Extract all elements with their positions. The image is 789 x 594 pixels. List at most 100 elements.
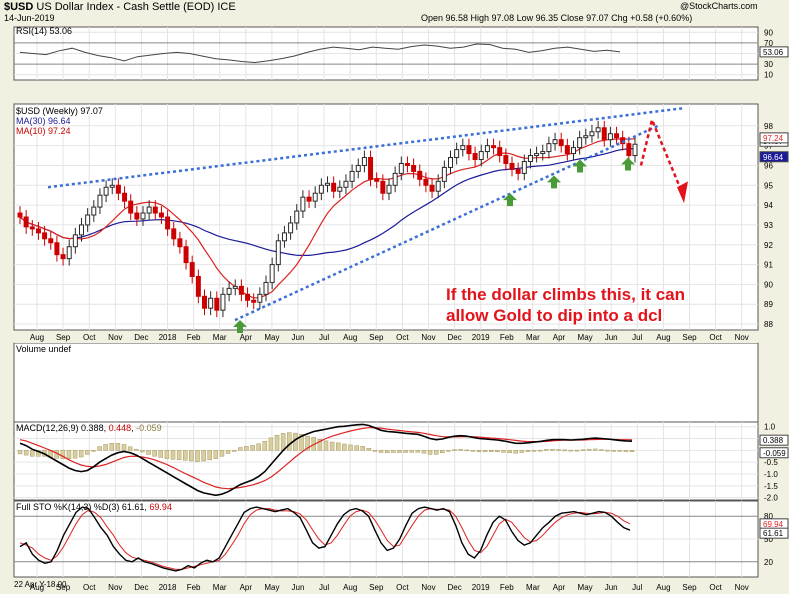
- macd-histogram-bar: [305, 435, 310, 451]
- macd-histogram-bar: [568, 449, 574, 452]
- sto-legend: Full STO %K(14,3) %D(3) 61.61, 69.94: [16, 502, 172, 512]
- ohlc-readout: Open 96.58 High 97.08 Low 96.35 Close 97…: [421, 13, 693, 23]
- candle-body: [546, 143, 552, 153]
- x-tick-label: Jul: [319, 333, 329, 342]
- price-y-tick: 89: [764, 300, 773, 309]
- macd-histogram-bar: [268, 437, 274, 451]
- x-tick-label: Oct: [83, 333, 96, 342]
- macd-histogram-bar: [513, 450, 518, 454]
- macd-histogram-bar: [287, 432, 292, 451]
- candle-body: [423, 178, 429, 186]
- macd-histogram-bar: [421, 450, 427, 454]
- x-tick-label: 2018: [159, 333, 177, 342]
- x-tick-label-bottom: 2019: [472, 583, 490, 592]
- candle-body: [79, 224, 84, 236]
- macd-histogram-bar: [244, 446, 249, 451]
- macd-histogram-bar: [78, 450, 84, 458]
- brand[interactable]: @StockCharts.com: [680, 1, 758, 11]
- macd-histogram-bar: [256, 443, 261, 451]
- x-tick-label-bottom: Apr: [553, 583, 566, 592]
- candle-body: [460, 145, 466, 151]
- macd-histogram-bar: [146, 450, 151, 455]
- sto-k-value: 61.61: [121, 502, 145, 512]
- macd-histogram-bar: [60, 450, 66, 459]
- macd-last-box: [759, 434, 789, 446]
- macd-signal-value: 0.448: [108, 423, 132, 433]
- macd-histogram-bar: [182, 450, 188, 461]
- price-y-tick: 88: [764, 320, 773, 329]
- macd-histogram-bar: [562, 449, 567, 452]
- x-tick-label: Dec: [447, 333, 461, 342]
- candle-body: [232, 285, 238, 289]
- macd-histogram-bar: [586, 448, 592, 451]
- macd-histogram-bar: [501, 450, 506, 453]
- macd-hist-last-box: [759, 447, 789, 459]
- macd-histogram-bar: [158, 450, 164, 458]
- macd-histogram-bar: [488, 450, 494, 453]
- macd-histogram-bar: [452, 449, 457, 451]
- macd-line: [19, 423, 633, 497]
- macd-histogram-bar: [482, 450, 488, 453]
- macd-histogram-bar: [280, 433, 286, 451]
- macd-histogram-bar: [250, 445, 255, 451]
- macd-histogram-bar: [29, 450, 35, 457]
- candle-body: [202, 295, 207, 309]
- candle-body: [614, 133, 620, 139]
- price-y-tick: 96: [764, 161, 773, 170]
- x-tick-label-bottom: Mar: [526, 583, 540, 592]
- rsi-y-tick: 70: [764, 39, 773, 48]
- candle-body: [300, 196, 306, 212]
- candle-body: [263, 281, 269, 295]
- candle-body: [361, 157, 367, 166]
- x-tick-label-bottom: Jul: [632, 583, 642, 592]
- macd-y-tick: -0.5: [764, 458, 778, 467]
- macd-histogram-bar: [531, 450, 537, 452]
- price-y-tick: 98: [764, 122, 773, 131]
- x-tick-label-bottom: Feb: [500, 583, 514, 592]
- candle-body: [509, 162, 515, 170]
- candle-body: [472, 153, 478, 161]
- volume-panel: [13, 342, 759, 423]
- candle-body: [589, 131, 595, 137]
- x-tick-label-bottom: 2018: [159, 583, 177, 592]
- candle-body: [103, 186, 109, 196]
- x-tick-label-bottom: Apr: [240, 583, 253, 592]
- macd-histogram-bar: [397, 450, 402, 453]
- candle-body: [491, 145, 497, 149]
- candle-body: [534, 153, 540, 157]
- x-tick-label: Aug: [30, 333, 44, 342]
- candle-body: [448, 157, 453, 168]
- candle-body: [158, 212, 164, 218]
- candle-body: [558, 139, 564, 147]
- annotation-line-2: allow Gold to dip into a dcl: [446, 306, 663, 325]
- candle-body: [398, 162, 404, 174]
- x-tick-label: Feb: [500, 333, 514, 342]
- ma30-legend: MA(30) 96.64: [16, 116, 71, 126]
- x-tick-label-bottom: Dec: [134, 583, 148, 592]
- x-tick-label: Jul: [632, 333, 642, 342]
- macd-y-tick: -2.0: [764, 494, 778, 503]
- x-tick-label-bottom: Sep: [56, 583, 71, 592]
- candle-body: [577, 137, 583, 149]
- macd-histogram-bar: [611, 450, 616, 452]
- macd-last-label: 0.388: [763, 436, 784, 445]
- macd-histogram-bar: [409, 450, 414, 453]
- red-arrow-icon: [677, 181, 688, 204]
- x-tick-label-bottom: May: [578, 583, 593, 592]
- candle-body: [368, 157, 374, 180]
- candle-body: [257, 293, 263, 303]
- x-tick-label: Sep: [369, 333, 384, 342]
- macd-histogram-bar: [299, 434, 304, 451]
- ma10-name: MA(10): [16, 126, 46, 136]
- macd-histogram-bar: [72, 450, 78, 459]
- candle-body: [484, 145, 490, 153]
- x-tick-label: Jun: [292, 333, 305, 342]
- candle-body: [42, 232, 48, 240]
- candle-body: [626, 143, 632, 157]
- macd-histogram-bar: [580, 449, 586, 451]
- macd-histogram-bar: [391, 450, 396, 453]
- x-tick-label-bottom: Jul: [319, 583, 329, 592]
- candle-body: [374, 178, 380, 182]
- candle-body: [355, 164, 361, 172]
- price-y-tick: 95: [764, 181, 773, 190]
